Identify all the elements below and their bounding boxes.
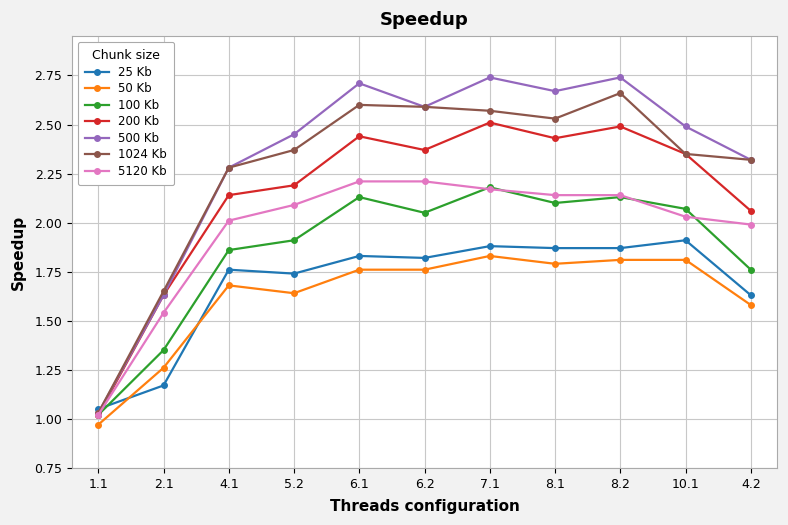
Line: 500 Kb: 500 Kb xyxy=(95,75,753,416)
25 Kb xyxy=(355,253,364,259)
50 Kb xyxy=(289,290,299,297)
50 Kb xyxy=(420,267,429,273)
500 Kb xyxy=(746,156,756,163)
Line: 50 Kb: 50 Kb xyxy=(95,253,753,427)
1024 Kb xyxy=(746,156,756,163)
25 Kb xyxy=(746,292,756,298)
5120 Kb xyxy=(681,214,690,220)
Legend: 25 Kb, 50 Kb, 100 Kb, 200 Kb, 500 Kb, 1024 Kb, 5120 Kb: 25 Kb, 50 Kb, 100 Kb, 200 Kb, 500 Kb, 10… xyxy=(78,42,174,185)
25 Kb xyxy=(159,382,169,388)
1024 Kb xyxy=(355,102,364,108)
1024 Kb xyxy=(485,108,495,114)
1024 Kb xyxy=(681,151,690,157)
1024 Kb xyxy=(224,164,233,171)
500 Kb xyxy=(485,74,495,80)
1024 Kb xyxy=(420,104,429,110)
500 Kb xyxy=(681,123,690,130)
50 Kb xyxy=(746,302,756,308)
500 Kb xyxy=(355,80,364,87)
Y-axis label: Speedup: Speedup xyxy=(11,215,26,290)
500 Kb xyxy=(224,164,233,171)
5120 Kb xyxy=(615,192,625,198)
Line: 25 Kb: 25 Kb xyxy=(95,237,753,412)
100 Kb xyxy=(289,237,299,244)
Line: 1024 Kb: 1024 Kb xyxy=(95,90,753,416)
500 Kb xyxy=(94,410,103,416)
500 Kb xyxy=(159,292,169,298)
50 Kb xyxy=(485,253,495,259)
25 Kb xyxy=(420,255,429,261)
200 Kb xyxy=(681,151,690,157)
100 Kb xyxy=(615,194,625,200)
500 Kb xyxy=(615,74,625,80)
200 Kb xyxy=(420,147,429,153)
Line: 5120 Kb: 5120 Kb xyxy=(95,178,753,418)
25 Kb xyxy=(615,245,625,251)
25 Kb xyxy=(224,267,233,273)
50 Kb xyxy=(94,422,103,428)
1024 Kb xyxy=(615,90,625,96)
5120 Kb xyxy=(485,186,495,192)
200 Kb xyxy=(224,192,233,198)
200 Kb xyxy=(550,135,559,141)
5120 Kb xyxy=(289,202,299,208)
50 Kb xyxy=(159,365,169,371)
1024 Kb xyxy=(289,147,299,153)
5120 Kb xyxy=(355,178,364,185)
100 Kb xyxy=(159,347,169,353)
Line: 100 Kb: 100 Kb xyxy=(95,184,753,418)
500 Kb xyxy=(289,131,299,138)
X-axis label: Threads configuration: Threads configuration xyxy=(329,499,519,514)
50 Kb xyxy=(224,282,233,289)
50 Kb xyxy=(681,257,690,263)
25 Kb xyxy=(681,237,690,244)
200 Kb xyxy=(746,208,756,214)
100 Kb xyxy=(420,209,429,216)
5120 Kb xyxy=(420,178,429,185)
100 Kb xyxy=(550,200,559,206)
25 Kb xyxy=(94,406,103,412)
Line: 200 Kb: 200 Kb xyxy=(95,120,753,418)
100 Kb xyxy=(224,247,233,253)
5120 Kb xyxy=(746,222,756,228)
25 Kb xyxy=(289,270,299,277)
100 Kb xyxy=(681,206,690,212)
1024 Kb xyxy=(94,410,103,416)
100 Kb xyxy=(746,267,756,273)
200 Kb xyxy=(159,292,169,298)
100 Kb xyxy=(355,194,364,200)
Title: Speedup: Speedup xyxy=(380,11,469,29)
50 Kb xyxy=(355,267,364,273)
5120 Kb xyxy=(94,412,103,418)
1024 Kb xyxy=(159,288,169,295)
5120 Kb xyxy=(159,310,169,316)
25 Kb xyxy=(550,245,559,251)
5120 Kb xyxy=(224,217,233,224)
100 Kb xyxy=(485,184,495,191)
200 Kb xyxy=(355,133,364,140)
50 Kb xyxy=(550,260,559,267)
25 Kb xyxy=(485,243,495,249)
100 Kb xyxy=(94,412,103,418)
200 Kb xyxy=(94,412,103,418)
200 Kb xyxy=(485,119,495,125)
500 Kb xyxy=(420,104,429,110)
5120 Kb xyxy=(550,192,559,198)
200 Kb xyxy=(289,182,299,188)
200 Kb xyxy=(615,123,625,130)
50 Kb xyxy=(615,257,625,263)
1024 Kb xyxy=(550,116,559,122)
500 Kb xyxy=(550,88,559,94)
